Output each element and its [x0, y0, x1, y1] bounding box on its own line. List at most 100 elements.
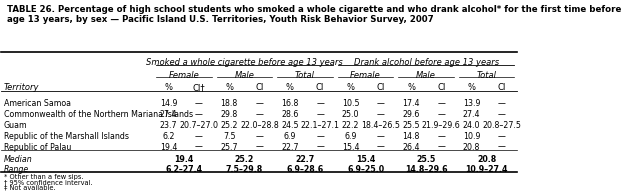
Text: —: — [377, 100, 385, 108]
Text: 20.8: 20.8 [477, 155, 496, 164]
Text: 18.4–26.5: 18.4–26.5 [362, 121, 400, 130]
Text: —: — [377, 143, 385, 152]
Text: 25.5: 25.5 [417, 155, 436, 164]
Text: 6.9–28.6: 6.9–28.6 [287, 164, 324, 174]
Text: 13.9: 13.9 [463, 100, 480, 108]
Text: —: — [498, 110, 506, 119]
Text: 6.9: 6.9 [344, 132, 356, 141]
Text: —: — [498, 100, 506, 108]
Text: —: — [377, 132, 385, 141]
Text: 6.2: 6.2 [162, 132, 175, 141]
Text: —: — [437, 100, 445, 108]
Text: %: % [467, 83, 476, 92]
Text: 22.7: 22.7 [281, 143, 299, 152]
Text: —: — [437, 110, 445, 119]
Text: 14.8: 14.8 [403, 132, 420, 141]
Text: —: — [195, 110, 203, 119]
Text: 15.4: 15.4 [356, 155, 375, 164]
Text: * Other than a few sips.: * Other than a few sips. [4, 174, 83, 180]
Text: —: — [437, 143, 445, 152]
Text: Female: Female [350, 71, 381, 80]
Text: Total: Total [477, 71, 497, 80]
Text: 20.8–27.5: 20.8–27.5 [483, 121, 521, 130]
Text: —: — [316, 100, 324, 108]
Text: Republic of Palau: Republic of Palau [4, 143, 71, 152]
Text: %: % [346, 83, 354, 92]
Text: 6.9–25.0: 6.9–25.0 [347, 164, 384, 174]
Text: American Samoa: American Samoa [4, 100, 71, 108]
Text: 24.5: 24.5 [281, 121, 299, 130]
Text: —: — [316, 143, 324, 152]
Text: CI: CI [316, 83, 324, 92]
Text: 10.9–27.4: 10.9–27.4 [465, 164, 508, 174]
Text: 25.7: 25.7 [221, 143, 238, 152]
Text: 10.5: 10.5 [342, 100, 359, 108]
Text: 19.4: 19.4 [160, 143, 178, 152]
Text: 18.8: 18.8 [221, 100, 238, 108]
Text: Male: Male [416, 71, 436, 80]
Text: CI: CI [497, 83, 506, 92]
Text: 22.7: 22.7 [296, 155, 315, 164]
Text: † 95% confidence interval.: † 95% confidence interval. [4, 179, 92, 185]
Text: Smoked a whole cigarette before age 13 years: Smoked a whole cigarette before age 13 y… [146, 58, 343, 67]
Text: 17.4: 17.4 [403, 100, 420, 108]
Text: %: % [225, 83, 233, 92]
Text: 22.0–28.8: 22.0–28.8 [240, 121, 279, 130]
Text: Range: Range [4, 164, 29, 174]
Text: %: % [407, 83, 415, 92]
Text: 25.0: 25.0 [342, 110, 359, 119]
Text: 16.8: 16.8 [281, 100, 299, 108]
Text: 14.8–29.6: 14.8–29.6 [405, 164, 447, 174]
Text: 28.6: 28.6 [281, 110, 299, 119]
Text: %: % [165, 83, 172, 92]
Text: 6.2–27.4: 6.2–27.4 [165, 164, 203, 174]
Text: —: — [437, 132, 445, 141]
Text: 23.7: 23.7 [160, 121, 178, 130]
Text: CI: CI [376, 83, 385, 92]
Text: Male: Male [235, 71, 254, 80]
Text: 20.8: 20.8 [463, 143, 480, 152]
Text: Territory: Territory [4, 83, 40, 92]
Text: ‡ Not available.: ‡ Not available. [4, 184, 56, 190]
Text: %: % [286, 83, 294, 92]
Text: CI†: CI† [193, 83, 205, 92]
Text: —: — [256, 110, 263, 119]
Text: Republic of the Marshall Islands: Republic of the Marshall Islands [4, 132, 129, 141]
Text: 6.9: 6.9 [284, 132, 296, 141]
Text: 26.4: 26.4 [403, 143, 420, 152]
Text: CI: CI [437, 83, 445, 92]
Text: 25.2: 25.2 [221, 121, 238, 130]
Text: 25.5: 25.5 [403, 121, 420, 130]
Text: 29.6: 29.6 [403, 110, 420, 119]
Text: 29.8: 29.8 [221, 110, 238, 119]
Text: 24.0: 24.0 [463, 121, 480, 130]
Text: 27.4: 27.4 [463, 110, 480, 119]
Text: 22.2: 22.2 [342, 121, 359, 130]
Text: 21.9–29.6: 21.9–29.6 [422, 121, 461, 130]
Text: —: — [498, 143, 506, 152]
Text: Total: Total [295, 71, 315, 80]
Text: Median: Median [4, 155, 33, 164]
Text: 22.1–27.1: 22.1–27.1 [301, 121, 340, 130]
Text: Female: Female [169, 71, 199, 80]
Text: —: — [195, 143, 203, 152]
Text: CI: CI [255, 83, 263, 92]
Text: —: — [256, 100, 263, 108]
Text: —: — [195, 132, 203, 141]
Text: —: — [256, 132, 263, 141]
Text: 7.5: 7.5 [223, 132, 235, 141]
Text: 19.4: 19.4 [174, 155, 194, 164]
Text: 7.5–29.8: 7.5–29.8 [226, 164, 263, 174]
Text: 10.9: 10.9 [463, 132, 480, 141]
Text: 14.9: 14.9 [160, 100, 178, 108]
Text: —: — [195, 100, 203, 108]
Text: TABLE 26. Percentage of high school students who smoked a whole cigarette and wh: TABLE 26. Percentage of high school stud… [6, 5, 621, 24]
Text: 27.4: 27.4 [160, 110, 178, 119]
Text: Commonwealth of the Northern Mariana Islands: Commonwealth of the Northern Mariana Isl… [4, 110, 193, 119]
Text: —: — [316, 110, 324, 119]
Text: —: — [256, 143, 263, 152]
Text: Guam: Guam [4, 121, 28, 130]
Text: —: — [316, 132, 324, 141]
Text: 20.7–27.0: 20.7–27.0 [179, 121, 219, 130]
Text: —: — [498, 132, 506, 141]
